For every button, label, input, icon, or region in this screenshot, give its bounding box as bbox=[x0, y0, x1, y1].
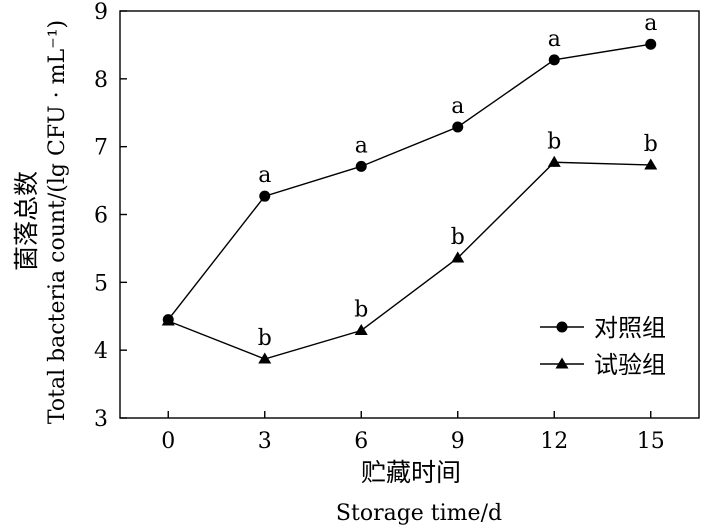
significance-label-control: a bbox=[644, 11, 657, 36]
data-point-treatment bbox=[258, 352, 272, 364]
legend-marker-treatment bbox=[555, 357, 569, 369]
legend-label-control: 对照组 bbox=[594, 314, 666, 342]
legend-label-treatment: 试验组 bbox=[594, 351, 666, 379]
significance-label-treatment: b bbox=[547, 129, 561, 154]
data-point-control bbox=[355, 160, 367, 172]
y-tick-label: 5 bbox=[94, 271, 108, 296]
data-point-control bbox=[259, 190, 271, 202]
series-layer bbox=[161, 38, 658, 364]
y-axis-title-cn: 菌落总数 bbox=[12, 171, 41, 271]
series-line-control bbox=[167, 43, 651, 321]
data-point-control bbox=[452, 121, 464, 133]
data-point-control bbox=[645, 38, 657, 50]
significance-label-control: a bbox=[355, 133, 368, 158]
x-tick-label: 0 bbox=[161, 429, 175, 454]
y-axis-title-en: Total bacteria count/(lg CFU · mL⁻¹) bbox=[45, 20, 70, 424]
axes: 3 4 5 6 7 8 9 0 3 6 9 12 15 bbox=[94, 0, 700, 454]
significance-label-treatment: b bbox=[644, 132, 658, 157]
x-tick-label: 15 bbox=[637, 429, 665, 454]
series-line-treatment bbox=[167, 161, 651, 360]
significance-label-treatment: b bbox=[451, 225, 465, 250]
y-tick-label: 7 bbox=[94, 136, 108, 161]
legend-marker-control bbox=[556, 321, 568, 333]
data-point-treatment bbox=[644, 158, 658, 170]
data-point-treatment bbox=[547, 155, 561, 167]
significance-label-control: a bbox=[548, 27, 561, 52]
data-point-control bbox=[548, 54, 560, 66]
y-tick-label: 8 bbox=[94, 68, 108, 93]
significance-label-treatment: b bbox=[258, 326, 272, 351]
significance-label-control: a bbox=[451, 94, 464, 119]
x-tick-label: 6 bbox=[354, 429, 368, 454]
x-tick-label: 12 bbox=[540, 429, 568, 454]
x-axis-title-cn: 贮藏时间 bbox=[361, 458, 461, 487]
x-tick-label: 3 bbox=[258, 429, 272, 454]
data-point-treatment bbox=[354, 323, 368, 336]
data-point-treatment bbox=[451, 251, 465, 263]
y-tick-label: 4 bbox=[94, 339, 108, 364]
significance-label-control: a bbox=[258, 163, 271, 188]
y-tick-label: 9 bbox=[94, 0, 108, 25]
data-point-treatment bbox=[161, 314, 175, 326]
x-axis-title-en: Storage time/d bbox=[336, 501, 502, 526]
significance-labels: a a a a a b b b b b bbox=[258, 11, 658, 351]
y-tick-label: 3 bbox=[94, 407, 108, 432]
significance-label-treatment: b bbox=[354, 297, 368, 322]
x-tick-label: 9 bbox=[451, 429, 465, 454]
y-tick-label: 6 bbox=[94, 204, 108, 229]
